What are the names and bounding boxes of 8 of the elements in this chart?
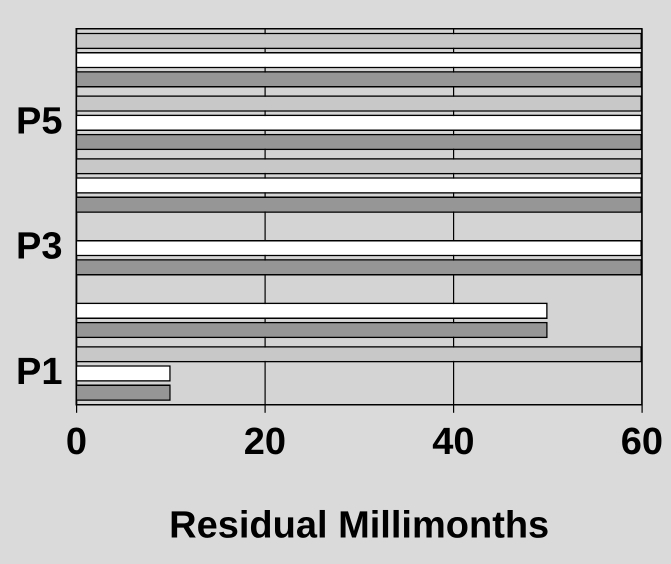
x-tick-label: 40 bbox=[432, 421, 475, 464]
y-tick-label: P3 bbox=[16, 226, 62, 268]
y-tick-label: P5 bbox=[16, 100, 62, 142]
y-tick-label: P1 bbox=[16, 350, 62, 393]
x-tick-label: 60 bbox=[620, 421, 664, 464]
x-axis-title: Residual Millimonths bbox=[169, 504, 550, 547]
x-tick-label: 20 bbox=[244, 421, 286, 464]
x-tick-label: 0 bbox=[66, 421, 88, 464]
